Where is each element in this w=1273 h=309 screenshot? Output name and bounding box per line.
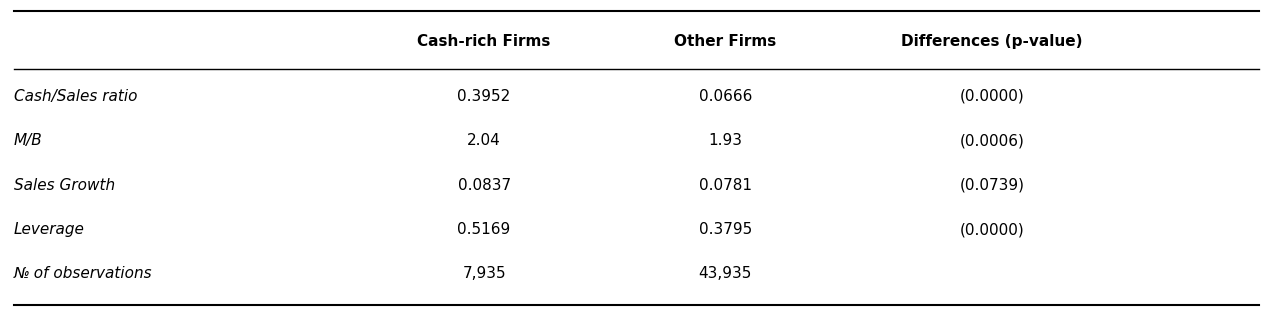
Text: (0.0006): (0.0006) <box>960 133 1025 148</box>
Text: 43,935: 43,935 <box>699 266 752 281</box>
Text: 1.93: 1.93 <box>708 133 742 148</box>
Text: Cash-rich Firms: Cash-rich Firms <box>418 34 551 49</box>
Text: (0.0739): (0.0739) <box>960 178 1025 193</box>
Text: 0.0837: 0.0837 <box>457 178 510 193</box>
Text: (0.0000): (0.0000) <box>960 89 1025 104</box>
Text: 0.0666: 0.0666 <box>699 89 752 104</box>
Text: M/B: M/B <box>14 133 43 148</box>
Text: № of observations: № of observations <box>14 266 153 281</box>
Text: Leverage: Leverage <box>14 222 85 237</box>
Text: 0.5169: 0.5169 <box>457 222 510 237</box>
Text: 0.0781: 0.0781 <box>699 178 752 193</box>
Text: 7,935: 7,935 <box>462 266 505 281</box>
Text: 0.3795: 0.3795 <box>699 222 752 237</box>
Text: Differences (p-value): Differences (p-value) <box>901 34 1083 49</box>
Text: Other Firms: Other Firms <box>675 34 777 49</box>
Text: Sales Growth: Sales Growth <box>14 178 116 193</box>
Text: Cash/Sales ratio: Cash/Sales ratio <box>14 89 137 104</box>
Text: 2.04: 2.04 <box>467 133 502 148</box>
Text: (0.0000): (0.0000) <box>960 222 1025 237</box>
Text: 0.3952: 0.3952 <box>457 89 510 104</box>
